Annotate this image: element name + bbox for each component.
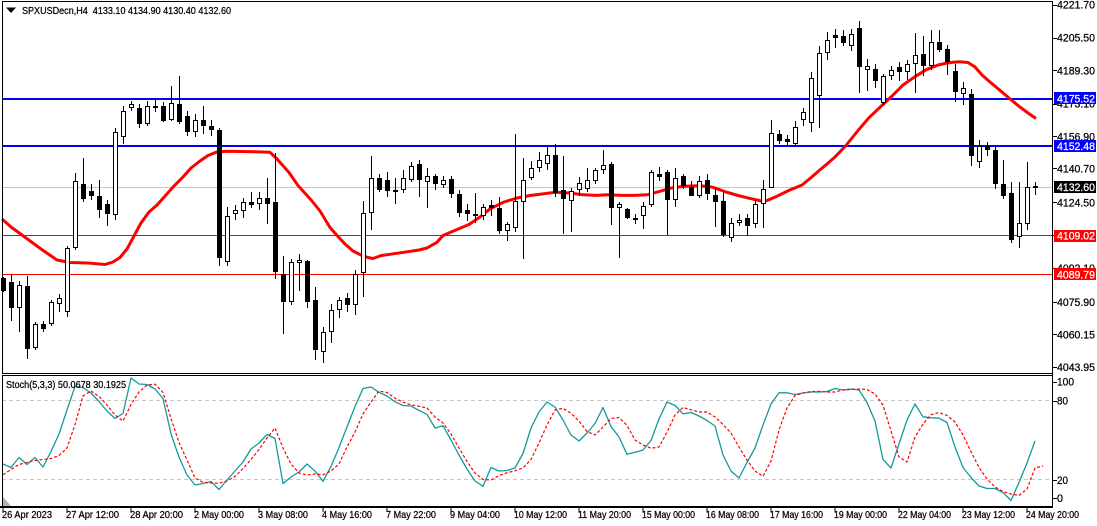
svg-text:9 May 04:00: 9 May 04:00 xyxy=(450,510,500,521)
svg-text:10 May 12:00: 10 May 12:00 xyxy=(514,510,567,521)
svg-text:4043.95: 4043.95 xyxy=(1057,362,1095,374)
svg-text:4132.60: 4132.60 xyxy=(1057,182,1095,194)
svg-text:26 Apr 2023: 26 Apr 2023 xyxy=(2,510,52,521)
svg-text:4175.52: 4175.52 xyxy=(1057,94,1095,106)
svg-text:16 May 08:00: 16 May 08:00 xyxy=(706,510,759,521)
svg-text:Stoch(5,3,3) 50.0678 30.1925: Stoch(5,3,3) 50.0678 30.1925 xyxy=(6,379,126,391)
svg-text:17 May 16:00: 17 May 16:00 xyxy=(770,510,823,521)
svg-text:7 May 22:00: 7 May 22:00 xyxy=(386,510,436,521)
svg-text:20: 20 xyxy=(1057,475,1068,487)
svg-text:4075.90: 4075.90 xyxy=(1057,297,1095,309)
svg-text:4089.79: 4089.79 xyxy=(1057,270,1095,282)
svg-text:4060.15: 4060.15 xyxy=(1057,330,1095,342)
svg-text:23 May 12:00: 23 May 12:00 xyxy=(962,510,1015,521)
svg-text:19 May 00:00: 19 May 00:00 xyxy=(834,510,887,521)
svg-text:4221.70: 4221.70 xyxy=(1057,0,1095,12)
svg-text:11 May 20:00: 11 May 20:00 xyxy=(578,510,631,521)
svg-text:80: 80 xyxy=(1057,396,1068,408)
svg-text:4140.70: 4140.70 xyxy=(1057,163,1095,175)
svg-text:4152.48: 4152.48 xyxy=(1057,141,1095,153)
svg-text:0: 0 xyxy=(1057,493,1063,505)
svg-text:22 May 04:00: 22 May 04:00 xyxy=(898,510,951,521)
svg-text:SPXUSDecn,H4 4133.10 4134.90: SPXUSDecn,H4 4133.10 4134.90 4130.40 413… xyxy=(22,5,231,17)
svg-text:15 May 00:00: 15 May 00:00 xyxy=(642,510,695,521)
svg-text:4109.02: 4109.02 xyxy=(1057,231,1095,243)
svg-text:27 Apr 12:00: 27 Apr 12:00 xyxy=(66,510,119,521)
svg-text:100: 100 xyxy=(1057,377,1074,389)
svg-text:4189.30: 4189.30 xyxy=(1057,66,1095,78)
svg-text:24 May 20:00: 24 May 20:00 xyxy=(1026,510,1079,521)
svg-text:2 May 00:00: 2 May 00:00 xyxy=(194,510,244,521)
svg-text:28 Apr 20:00: 28 Apr 20:00 xyxy=(130,510,183,521)
svg-text:4124.50: 4124.50 xyxy=(1057,197,1095,209)
svg-text:4205.50: 4205.50 xyxy=(1057,33,1095,45)
svg-text:4 May 16:00: 4 May 16:00 xyxy=(322,510,372,521)
svg-text:3 May 08:00: 3 May 08:00 xyxy=(258,510,308,521)
